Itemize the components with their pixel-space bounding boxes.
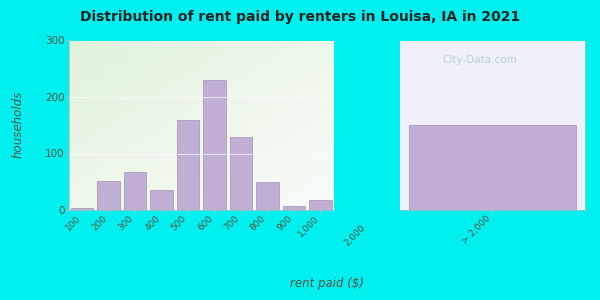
- Bar: [71, 208, 94, 210]
- Bar: [409, 125, 576, 210]
- Bar: [203, 80, 226, 210]
- Bar: [256, 182, 279, 210]
- Bar: [177, 120, 199, 210]
- Text: City-Data.com: City-Data.com: [443, 55, 517, 65]
- Bar: [97, 181, 120, 210]
- Text: rent paid ($): rent paid ($): [290, 277, 364, 290]
- Text: 2,000: 2,000: [342, 224, 367, 248]
- Bar: [230, 136, 252, 210]
- Bar: [309, 200, 332, 210]
- Bar: [151, 190, 173, 210]
- Text: Distribution of rent paid by renters in Louisa, IA in 2021: Distribution of rent paid by renters in …: [80, 11, 520, 25]
- Text: households: households: [11, 91, 25, 158]
- Bar: [283, 206, 305, 210]
- Bar: [124, 172, 146, 210]
